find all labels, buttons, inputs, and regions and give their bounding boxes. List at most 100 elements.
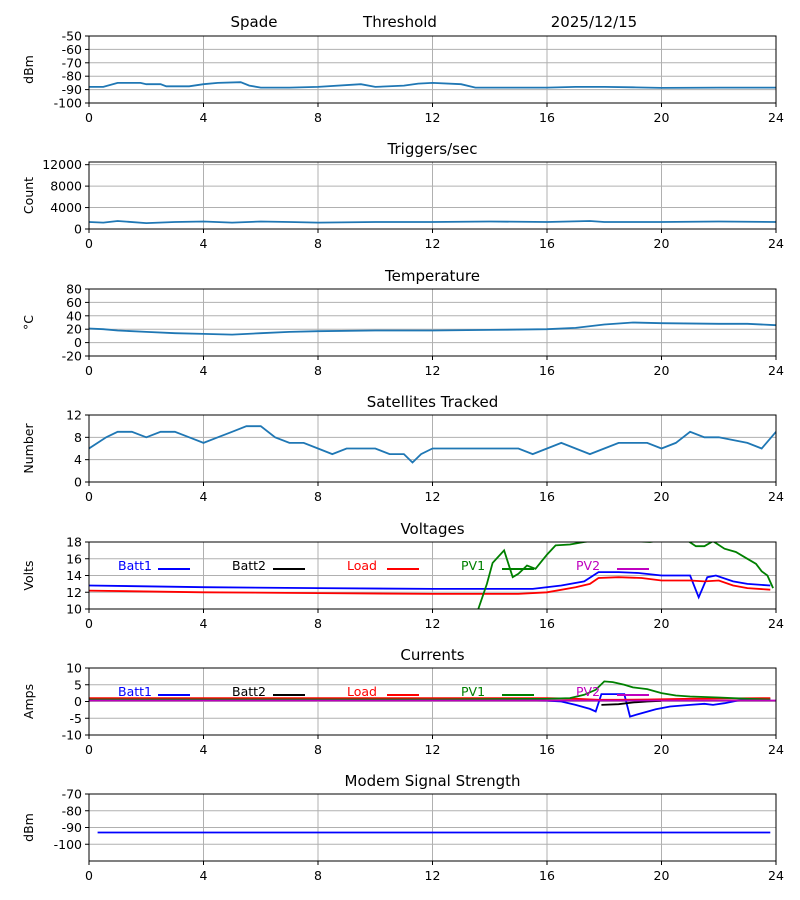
y-tick-label: 12 (66, 408, 82, 423)
x-tick-label: 20 (654, 868, 670, 883)
chart-panel-5: 0 4 8 12 16 20 24 -10 -5 0 510 Currents Amps Batt1 Bat… (21, 646, 784, 757)
header-mode: Threshold (362, 13, 437, 31)
series-line-pv1 (89, 680, 771, 701)
x-tick-label: 12 (425, 742, 441, 757)
x-tick-label: 20 (654, 110, 670, 125)
x-tick-label: 12 (425, 489, 441, 504)
y-tick-label: -100 (54, 96, 82, 111)
x-tick-label: 12 (425, 110, 441, 125)
legend-label: PV1 (461, 684, 485, 699)
x-tick-label: 0 (85, 868, 93, 883)
x-tick-label: 0 (85, 489, 93, 504)
panel-title: Voltages (400, 520, 464, 538)
header-station: Spade (231, 13, 278, 31)
y-tick-label: 12000 (42, 157, 82, 172)
legend-label: Batt2 (232, 684, 266, 699)
y-tick-label: 10 (66, 661, 82, 676)
x-tick-label: 24 (768, 236, 784, 251)
chart-panel-0: 0 4 8 12 16 20 24 -100-90-80-70-60-50 dBm (21, 29, 784, 126)
series-line-batt1 (89, 571, 771, 600)
x-tick-label: 24 (768, 489, 784, 504)
x-tick-label: 4 (200, 742, 208, 757)
y-tick-label: -100 (54, 837, 82, 852)
x-tick-label: 4 (200, 236, 208, 251)
x-tick-label: 16 (539, 616, 555, 631)
y-tick-label: 12 (66, 585, 82, 600)
x-tick-label: 24 (768, 616, 784, 631)
y-axis-label: Volts (21, 560, 36, 590)
series-line (89, 81, 776, 89)
panel-title: Currents (400, 646, 464, 664)
x-tick-label: 16 (539, 110, 555, 125)
y-axis-label: Number (21, 423, 36, 474)
y-tick-label: 4000 (50, 200, 82, 215)
y-tick-label: 0 (74, 475, 82, 490)
x-tick-label: 16 (539, 236, 555, 251)
y-tick-label: -80 (62, 69, 82, 84)
legend-label: PV2 (576, 684, 600, 699)
panel-title: Satellites Tracked (367, 393, 498, 411)
x-tick-label: 8 (314, 616, 322, 631)
panel-title: Triggers/sec (387, 140, 478, 158)
y-tick-label: -90 (62, 820, 82, 835)
x-tick-label: 4 (200, 363, 208, 378)
x-tick-label: 12 (425, 616, 441, 631)
x-tick-label: 8 (314, 742, 322, 757)
x-tick-label: 20 (654, 489, 670, 504)
legend-label: PV1 (461, 558, 485, 573)
series-line-load (89, 697, 771, 701)
legend-label: PV2 (576, 558, 600, 573)
series-line-pv1 (477, 542, 774, 609)
x-tick-label: 0 (85, 236, 93, 251)
x-tick-label: 20 (654, 236, 670, 251)
y-tick-label: 40 (66, 308, 82, 323)
x-tick-label: 12 (425, 868, 441, 883)
x-tick-label: 8 (314, 489, 322, 504)
series-line-load (89, 576, 771, 595)
y-tick-label: -70 (62, 787, 82, 802)
y-tick-label: -10 (62, 728, 82, 743)
x-tick-label: 0 (85, 616, 93, 631)
x-tick-label: 0 (85, 110, 93, 125)
y-tick-label: 8 (74, 430, 82, 445)
y-axis-label: Amps (21, 684, 36, 719)
panel-title: Modem Signal Strength (345, 772, 521, 790)
x-tick-label: 4 (200, 489, 208, 504)
legend-label: Batt2 (232, 558, 266, 573)
chart-panel-3: 0 4 8 12 16 20 24 0 4 8 12 Satellites Tracked Number (21, 393, 784, 504)
x-tick-label: 24 (768, 363, 784, 378)
y-tick-label: 16 (66, 551, 82, 566)
x-tick-label: 24 (768, 868, 784, 883)
x-tick-label: 0 (85, 742, 93, 757)
y-tick-label: 10 (66, 602, 82, 617)
x-tick-label: 20 (654, 742, 670, 757)
y-tick-label: -80 (62, 803, 82, 818)
x-tick-label: 8 (314, 868, 322, 883)
y-tick-label: 14 (66, 568, 82, 583)
series-line (89, 220, 776, 225)
legend-label: Load (347, 684, 377, 699)
header-date: 2025/12/15 (551, 13, 637, 31)
x-tick-label: 20 (654, 616, 670, 631)
x-tick-label: 24 (768, 742, 784, 757)
x-tick-label: 12 (425, 236, 441, 251)
x-tick-label: 8 (314, 110, 322, 125)
y-tick-label: 0 (74, 335, 82, 350)
y-tick-label: -50 (62, 29, 82, 44)
chart-panel-6: 0 4 8 12 16 20 24 -100 -90 -80-70 Modem Signal Str… (21, 772, 784, 883)
x-tick-label: 24 (768, 110, 784, 125)
y-tick-label: -20 (62, 349, 82, 364)
y-axis-label: °C (21, 315, 36, 330)
y-tick-label: 60 (66, 295, 82, 310)
y-tick-label: 20 (66, 322, 82, 337)
x-tick-label: 16 (539, 868, 555, 883)
x-tick-label: 16 (539, 489, 555, 504)
legend-label: Batt1 (118, 558, 152, 573)
series-line (89, 321, 776, 336)
x-tick-label: 16 (539, 742, 555, 757)
y-tick-label: 0 (74, 222, 82, 237)
y-tick-label: -60 (62, 42, 82, 57)
x-tick-label: 12 (425, 363, 441, 378)
